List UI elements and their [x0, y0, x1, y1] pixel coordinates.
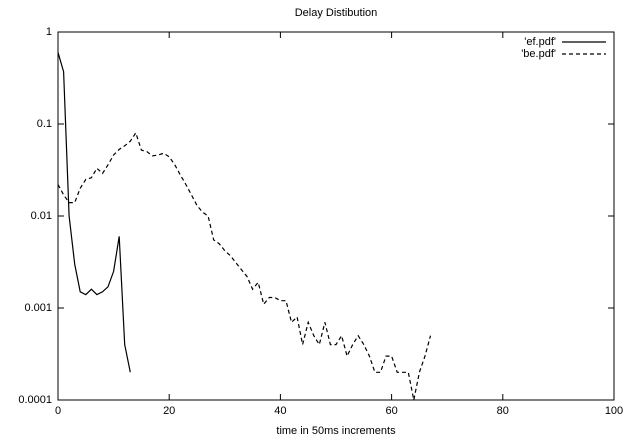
y-tick-label: 0.001	[24, 302, 52, 314]
x-tick-label: 60	[385, 405, 397, 417]
chart-title: Delay Distibution	[295, 7, 378, 19]
x-tick-label: 0	[55, 405, 61, 417]
x-tick-label: 100	[605, 405, 623, 417]
legend-label: 'ef.pdf'	[524, 36, 556, 48]
x-tick-label: 40	[274, 405, 286, 417]
y-tick-label: 0.01	[31, 210, 52, 222]
x-tick-label: 20	[163, 405, 175, 417]
y-tick-label: 1	[46, 26, 52, 38]
x-axis-label: time in 50ms increments	[276, 425, 396, 437]
legend-label: 'be.pdf'	[521, 48, 556, 60]
data-line	[57, 52, 131, 373]
data-line	[57, 131, 432, 401]
y-tick-label: 0.1	[37, 118, 52, 130]
y-tick-label: 0.0001	[18, 394, 52, 406]
x-tick-label: 80	[497, 405, 509, 417]
